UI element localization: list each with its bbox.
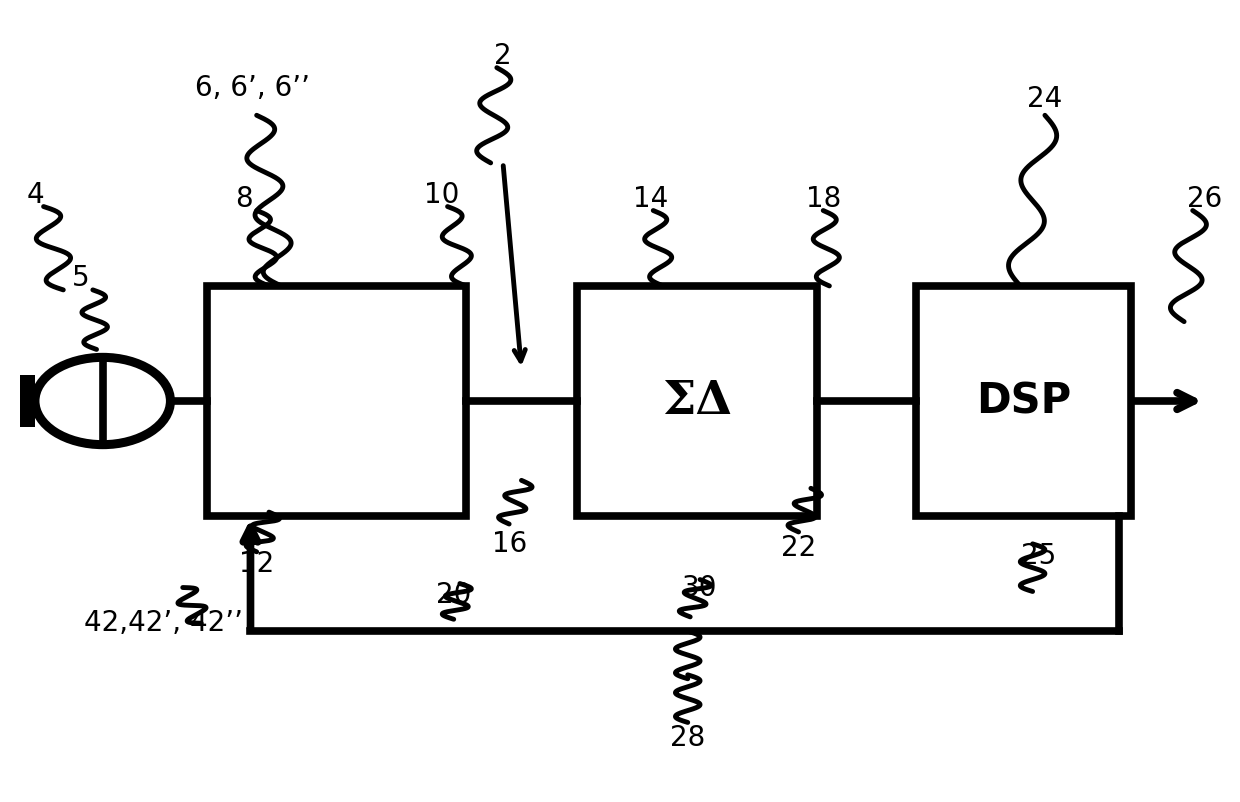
Text: 16: 16 [491,530,527,558]
Text: 22: 22 [781,534,816,562]
Text: 14: 14 [634,184,668,213]
Bar [20,375,35,427]
Text: 8: 8 [236,184,253,213]
Text: DSP: DSP [976,380,1071,422]
Text: ΣΔ: ΣΔ [662,378,732,424]
Text: 24: 24 [1027,85,1063,113]
Text: 26: 26 [1188,184,1223,213]
Text: 30: 30 [682,573,718,602]
Text: 4: 4 [26,180,43,209]
Text: 28: 28 [670,724,706,752]
Text: 2: 2 [495,42,512,70]
Text: 42,42’, 42’’: 42,42’, 42’’ [84,610,243,638]
Text: 12: 12 [239,549,274,577]
Text: 10: 10 [424,180,459,209]
Text: 25: 25 [1022,542,1056,569]
Bar [915,286,1131,516]
Text: 6, 6’, 6’’: 6, 6’, 6’’ [195,74,310,102]
Bar [577,286,817,516]
Text: 18: 18 [806,184,841,213]
Bar [207,286,466,516]
Text: 20: 20 [436,581,471,610]
Text: 5: 5 [72,264,89,292]
